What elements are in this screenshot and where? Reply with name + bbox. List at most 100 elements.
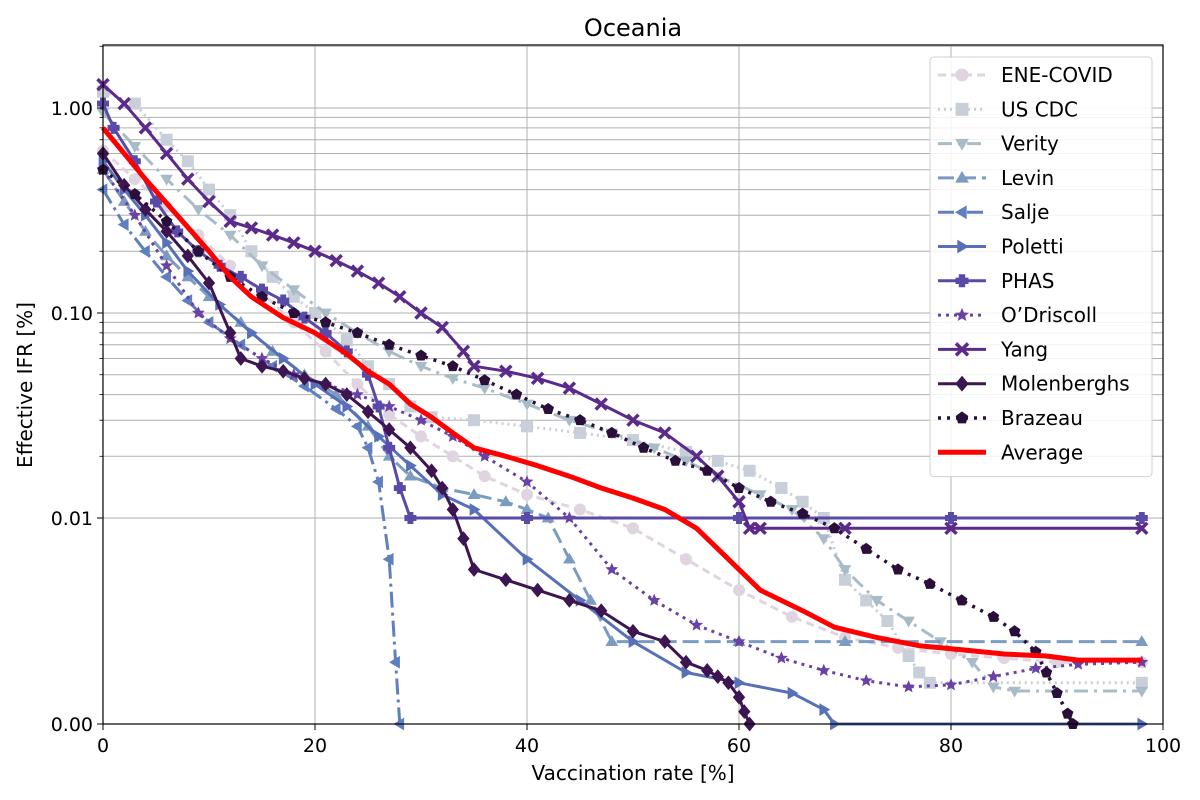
series-marker — [892, 563, 904, 575]
legend-label: O’Driscoll — [1001, 303, 1097, 327]
series-marker — [817, 534, 831, 546]
series-marker — [382, 399, 396, 412]
series-marker — [255, 261, 269, 273]
series-marker — [637, 441, 650, 453]
legend-label: Brazeau — [1001, 406, 1083, 430]
series-marker — [393, 482, 406, 495]
series-marker — [414, 413, 428, 426]
series-marker — [531, 582, 544, 598]
series-marker — [563, 593, 576, 608]
series-marker — [775, 482, 788, 495]
series-marker — [469, 503, 481, 516]
x-tick-label: 60 — [727, 735, 751, 757]
series-marker — [278, 352, 290, 365]
series-marker — [128, 142, 142, 153]
series-marker — [160, 174, 173, 186]
series-marker — [128, 97, 141, 110]
series-marker — [160, 133, 173, 146]
series-marker — [382, 552, 394, 566]
chart-title: Oceania — [584, 14, 682, 42]
ticks: 0 20 40 60 80 100 0.00 0.01 0.10 1.00 — [51, 45, 1181, 757]
series-marker — [329, 402, 341, 416]
series-marker — [732, 634, 746, 648]
legend-label: PHAS — [1001, 269, 1054, 293]
series-marker — [244, 221, 259, 235]
legend-marker — [955, 307, 969, 322]
series-marker — [711, 454, 724, 467]
legend-box — [929, 56, 1153, 478]
series-marker — [658, 634, 671, 649]
series-marker — [107, 121, 120, 134]
series-marker — [690, 618, 704, 631]
series-marker — [722, 675, 735, 691]
y-tick-label: 0.00 — [51, 714, 93, 736]
legend-item: US CDC — [938, 97, 1078, 121]
series-marker — [192, 245, 205, 257]
series-marker — [406, 459, 417, 473]
series-marker — [870, 596, 884, 607]
plot-frame — [102, 44, 1164, 725]
series-marker — [374, 430, 386, 443]
x-axis-title: Vaccination rate [%] — [531, 761, 734, 785]
series-marker — [162, 236, 174, 250]
series-marker — [913, 666, 926, 679]
legend-label: US CDC — [1001, 97, 1078, 121]
series-marker — [838, 565, 852, 576]
series-marker — [701, 663, 714, 678]
series-marker — [902, 680, 916, 693]
series-marker — [881, 615, 894, 627]
x-tick-label: 80 — [939, 735, 963, 757]
legend-marker — [955, 138, 969, 151]
series-marker — [680, 553, 692, 566]
series-marker — [383, 422, 396, 437]
series-marker — [828, 522, 841, 534]
series-marker — [350, 419, 362, 433]
series-marker — [342, 400, 354, 413]
series-marker — [467, 562, 481, 577]
series-marker — [753, 521, 767, 536]
legend-label: Yang — [1000, 337, 1048, 361]
series-marker — [128, 188, 141, 200]
series-line — [101, 111, 1142, 693]
series-marker — [689, 449, 704, 464]
series-marker — [796, 507, 809, 519]
series-marker — [183, 264, 195, 278]
series-marker — [658, 426, 672, 440]
series-marker — [223, 214, 237, 229]
series-salje — [96, 183, 405, 731]
series-line — [101, 168, 1075, 725]
series-marker — [738, 704, 751, 720]
series-marker — [1008, 686, 1021, 698]
series-marker — [542, 402, 555, 414]
series-marker — [965, 657, 979, 669]
legend-label: Molenberghs — [1001, 372, 1130, 396]
series-marker — [732, 689, 746, 705]
legend-label: Average — [1001, 440, 1083, 464]
series-marker — [786, 610, 798, 623]
series-marker — [319, 326, 332, 339]
series-marker — [468, 414, 480, 427]
series-marker — [287, 285, 301, 297]
series-marker — [371, 276, 386, 290]
series-marker — [563, 552, 576, 564]
series-marker — [404, 469, 417, 481]
legend: ENE-COVID US CDC Verity Levin Salje Poletti PH… — [929, 56, 1153, 478]
series-marker — [277, 294, 290, 307]
series-marker — [287, 236, 301, 250]
series-marker — [181, 248, 194, 264]
x-tick-label: 40 — [515, 735, 539, 757]
legend-item: Verity — [938, 132, 1059, 156]
series-marker — [383, 408, 396, 421]
series-marker — [838, 635, 852, 646]
series-marker — [414, 361, 428, 373]
series-marker — [255, 358, 269, 374]
series-marker — [647, 593, 661, 606]
series-marker — [669, 454, 682, 466]
series-marker — [446, 360, 459, 372]
series-marker — [435, 320, 449, 335]
series-marker — [329, 253, 343, 268]
series-marker — [393, 290, 407, 304]
series-marker — [203, 183, 215, 196]
series-marker — [436, 480, 449, 496]
series-marker — [277, 363, 290, 379]
